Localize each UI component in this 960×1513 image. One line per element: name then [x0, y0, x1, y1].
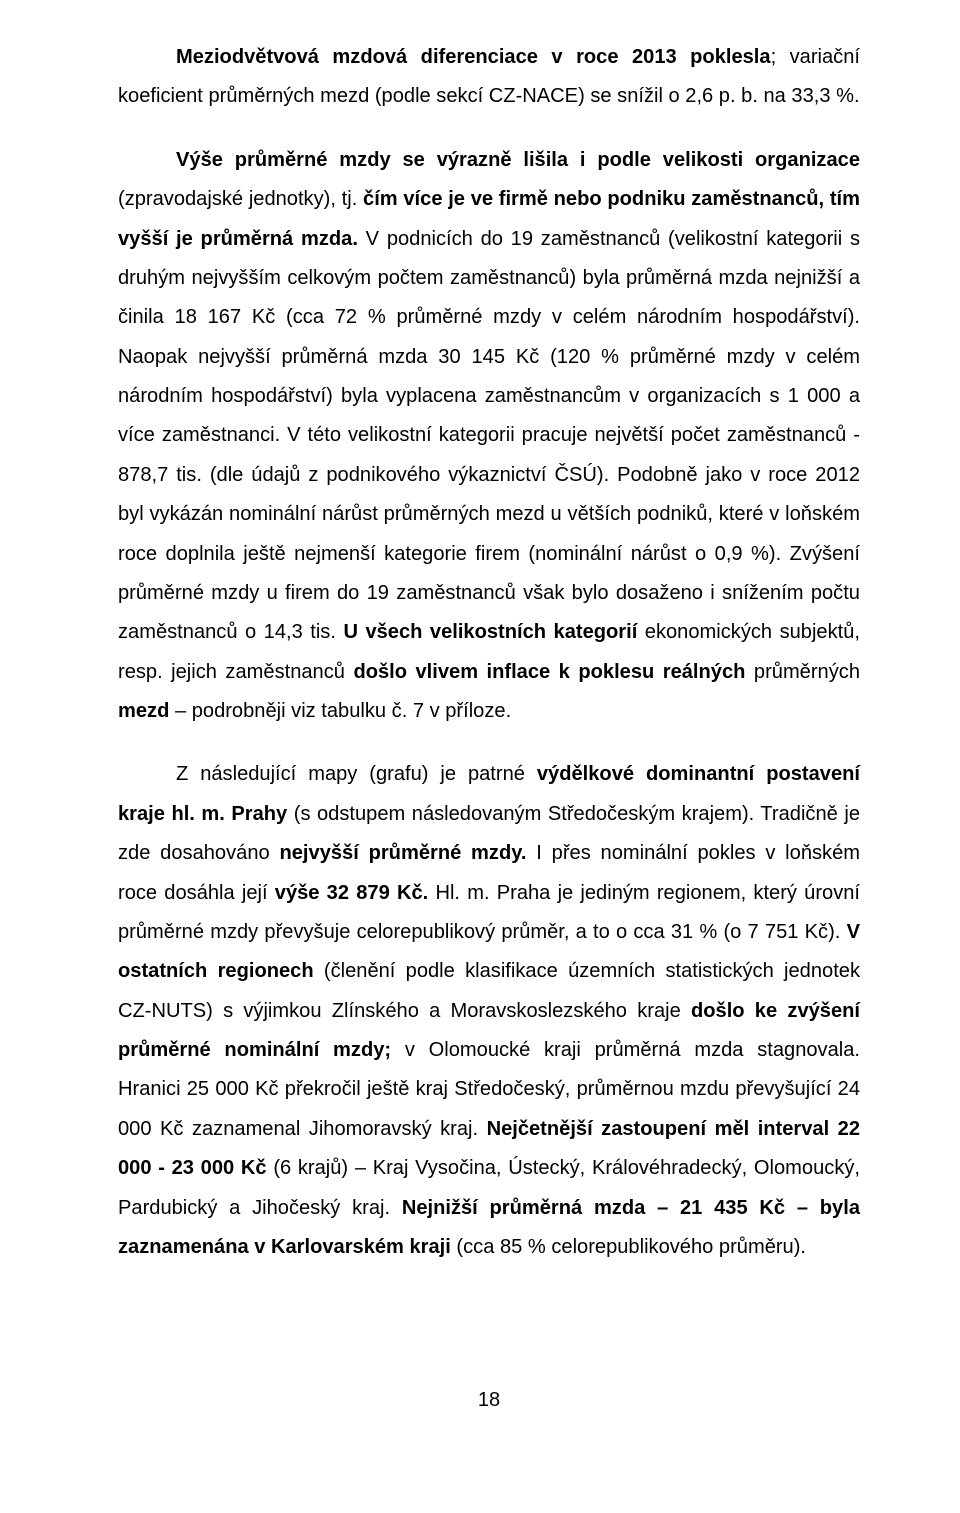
text-run: (zpravodajské jednotky), tj. — [118, 188, 363, 210]
paragraph-2: Výše průměrné mzdy se výrazně lišila i p… — [118, 141, 860, 732]
text-run: výše 32 879 Kč. — [275, 882, 428, 904]
paragraph-1: Meziodvětvová mzdová diferenciace v roce… — [118, 38, 860, 117]
text-run: průměrných — [745, 661, 860, 683]
text-run: nejvyšší průměrné mzdy. — [279, 842, 526, 864]
text-run: Z následující mapy (grafu) je patrné — [176, 763, 537, 785]
text-run: došlo vlivem inflace k poklesu reálných — [353, 661, 745, 683]
text-run: U všech velikostních kategorií — [343, 621, 637, 643]
document-page: Meziodvětvová mzdová diferenciace v roce… — [0, 0, 960, 1472]
text-run: (cca 85 % celorepublikového průměru). — [451, 1236, 806, 1258]
text-run: – podrobněji viz tabulku č. 7 v příloze. — [169, 700, 511, 722]
text-run: Výše průměrné mzdy se výrazně lišila i p… — [176, 149, 860, 171]
text-run: V podnicích do 19 zaměstnanců (velikostn… — [118, 228, 860, 644]
text-run: mezd — [118, 700, 169, 722]
paragraph-3: Z následující mapy (grafu) je patrné výd… — [118, 755, 860, 1267]
page-number: 18 — [118, 1389, 860, 1412]
text-run: Meziodvětvová mzdová diferenciace v roce… — [176, 46, 771, 68]
